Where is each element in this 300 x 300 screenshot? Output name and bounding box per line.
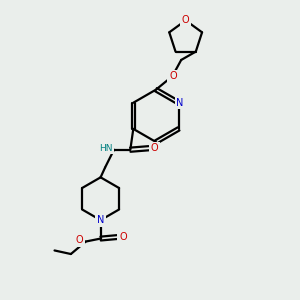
Text: N: N xyxy=(97,215,104,225)
Text: O: O xyxy=(119,232,127,242)
Text: O: O xyxy=(76,235,84,245)
Text: HN: HN xyxy=(99,144,112,153)
Text: N: N xyxy=(176,98,184,108)
Text: O: O xyxy=(151,143,158,153)
Text: O: O xyxy=(169,71,177,81)
Text: O: O xyxy=(182,15,190,26)
